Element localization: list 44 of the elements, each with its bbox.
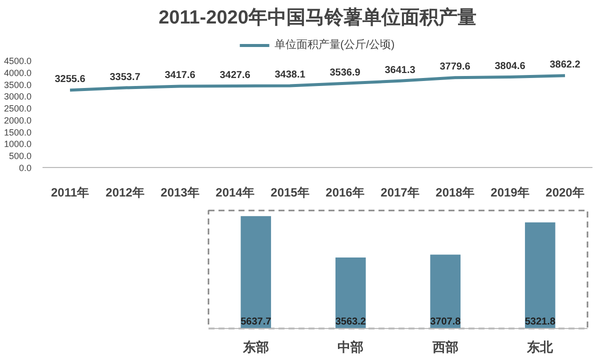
data-label: 3353.7 [110,72,141,83]
y-tick-label: 3000.0 [4,92,32,102]
x-tick-label: 东北 [526,340,554,354]
x-tick-label: 2020年 [546,186,584,200]
x-tick-label: 2019年 [490,186,530,200]
x-tick-label: 2015年 [270,186,310,200]
bar [335,257,366,328]
x-tick-label: 2012年 [106,186,144,200]
data-label: 5321.8 [524,316,556,328]
x-tick-label: 东部 [242,340,269,354]
legend-label: 单位面积产量(公斤/公顷) [274,38,395,52]
bar [524,222,556,328]
x-tick-label: 2016年 [326,186,364,200]
data-label: 3255.6 [54,74,86,86]
x-tick-label: 西部 [431,340,458,354]
data-label: 3804.6 [494,61,526,72]
y-tick-label: 3500.0 [4,80,32,90]
x-tick-label: 2014年 [216,186,254,200]
bar [240,216,272,328]
x-tick-label: 2018年 [436,186,474,200]
data-label: 3779.6 [440,62,471,73]
y-tick-label: 2500.0 [4,104,32,114]
data-label: 3417.6 [164,70,196,82]
x-tick-label: 2011年 [50,186,90,200]
bar [430,254,461,328]
data-label: 3427.6 [220,70,251,81]
data-label: 3438.1 [274,70,306,81]
data-label: 3707.8 [430,316,462,328]
data-label: 5637.7 [240,316,272,328]
y-tick-label: 0.0 [18,163,32,173]
y-tick-label: 2000.0 [4,115,32,126]
x-tick-label: 中部 [338,340,364,354]
y-tick-label: 4500.0 [4,56,32,66]
chart-title: 2011-2020年中国马铃薯单位面积产量 [158,6,476,28]
data-label: 3563.2 [335,316,366,328]
y-tick-label: 4000.0 [4,68,32,78]
x-tick-label: 2017年 [380,186,420,200]
data-label: 3641.3 [384,64,416,76]
y-tick-label: 1000.0 [4,139,32,150]
y-tick-label: 1500.0 [4,127,32,138]
data-label: 3536.9 [330,67,361,78]
data-label: 3862.2 [550,60,581,71]
x-tick-label: 2013年 [160,186,200,200]
y-tick-label: 500.0 [8,151,32,162]
